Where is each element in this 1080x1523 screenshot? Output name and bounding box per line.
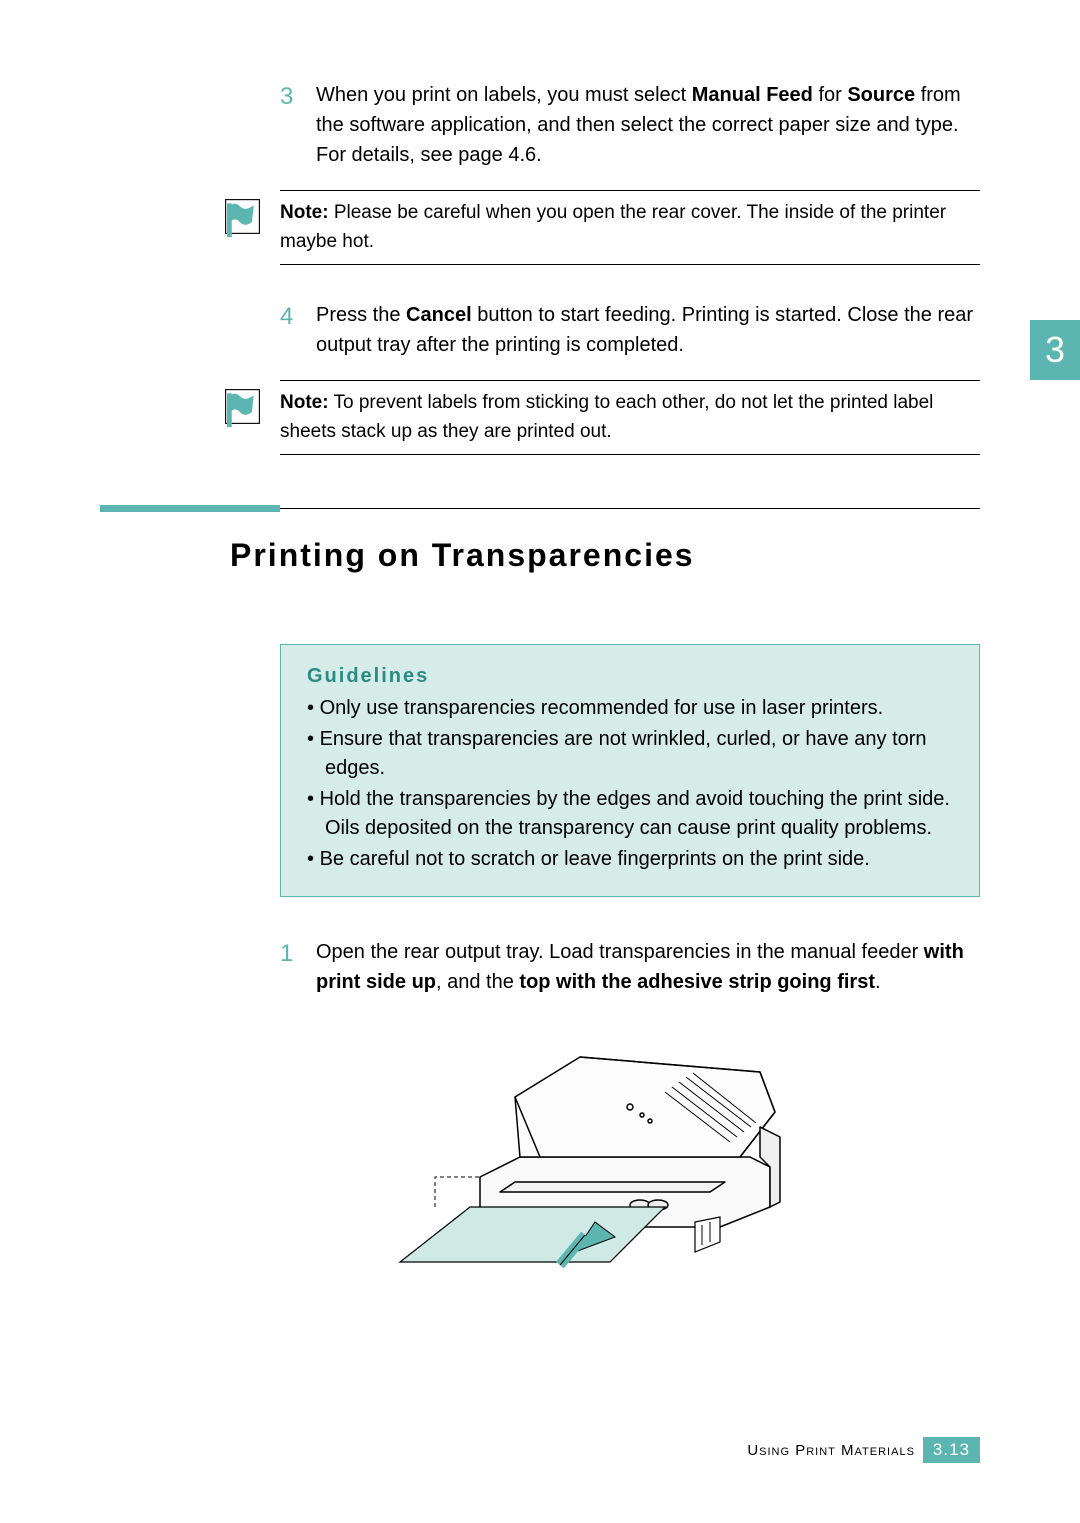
note-body: To prevent labels from sticking to each … [280, 392, 933, 442]
guidelines-list: Only use transparencies recommended for … [307, 694, 953, 874]
footer-page-number: 3.13 [923, 1437, 980, 1463]
note-careful-hot: Note: Please be careful when you open th… [220, 190, 980, 265]
footer-section-label: Using Print Materials [747, 1442, 915, 1459]
note-text: Note: Please be careful when you open th… [280, 199, 980, 256]
guidelines-box: Guidelines Only use transparencies recom… [280, 644, 980, 897]
section-title: Printing on Transparencies [230, 537, 980, 574]
checkmark-flag-icon [220, 194, 265, 239]
guidelines-item: Only use transparencies recommended for … [307, 694, 953, 723]
note-text: Note: To prevent labels from sticking to… [280, 389, 980, 446]
step-text: Press the Cancel button to start feeding… [316, 300, 980, 360]
step-text: Open the rear output tray. Load transpar… [316, 937, 980, 997]
step-number: 1 [280, 937, 316, 997]
guidelines-title: Guidelines [307, 665, 953, 688]
note-labels-stack: Note: To prevent labels from sticking to… [220, 380, 980, 455]
note-label: Note: [280, 392, 329, 413]
step-4: 4 Press the Cancel button to start feedi… [280, 300, 980, 360]
section-divider [100, 505, 980, 512]
step-1-transparencies: 1 Open the rear output tray. Load transp… [280, 937, 980, 997]
note-body: Please be careful when you open the rear… [280, 202, 946, 252]
step-number: 4 [280, 300, 316, 360]
checkmark-flag-icon [220, 384, 265, 429]
page-content: 3 When you print on labels, you must sel… [0, 0, 1080, 1342]
page-footer: Using Print Materials 3.13 [747, 1437, 980, 1463]
note-label: Note: [280, 202, 329, 223]
step-text: When you print on labels, you must selec… [316, 80, 980, 170]
printer-illustration [380, 1017, 980, 1282]
guidelines-item: Ensure that transparencies are not wrink… [307, 725, 953, 783]
guidelines-item: Hold the transparencies by the edges and… [307, 785, 953, 843]
step-3: 3 When you print on labels, you must sel… [280, 80, 980, 170]
guidelines-item: Be careful not to scratch or leave finge… [307, 845, 953, 874]
step-number: 3 [280, 80, 316, 170]
